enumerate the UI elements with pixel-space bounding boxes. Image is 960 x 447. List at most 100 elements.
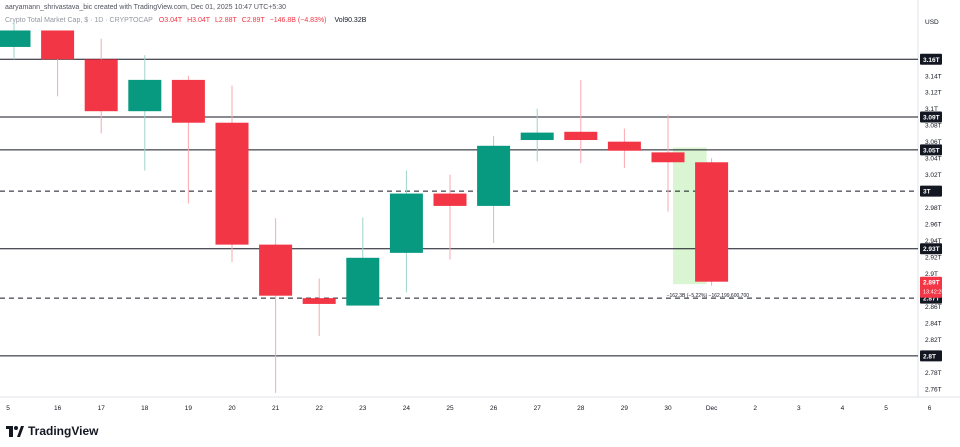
candle-body [171,79,205,123]
level-tag-label: 2.93T [923,246,940,253]
y-tick-label: 3.04T [925,156,942,163]
x-tick-label: 5 [6,405,10,412]
x-tick-label: 16 [54,405,62,412]
level-tag-2.8T [920,350,942,362]
y-tick-label: 2.9T [925,271,938,278]
candle-16 [41,30,75,97]
y-tick-label: 2.98T [925,205,942,212]
y-tick-label: 2.82T [925,337,942,344]
level-tag-3T [920,185,942,197]
level-tag-3.05T [920,144,942,156]
x-tick-label: 23 [359,405,367,412]
candle-24 [389,170,423,293]
legend-close: C2.89T [241,17,265,24]
brand-logo[interactable]: TradingView [6,424,98,438]
candle-28 [564,79,598,164]
candle-body [128,79,162,112]
y-tick-label: 3.12T [925,90,942,97]
y-tick-label: 2.84T [925,320,942,327]
x-tick-label: Dec [706,405,718,412]
candle-19 [171,75,205,204]
x-tick-label: 2 [753,405,757,412]
y-tick-label: 3.08T [925,123,942,130]
candle-15 [0,22,31,60]
tradingview-logo-icon [6,425,24,437]
ohlc-legend: Crypto Total Market Cap, $ · 1D · CRYPTO… [5,17,366,24]
candle-23 [346,217,380,306]
last-price-tag [920,276,942,298]
last-price-label: 2.89T [923,280,940,287]
x-tick-label: 30 [664,405,672,412]
x-tick-label: 3 [797,405,801,412]
legend-low: L2.88T [215,17,237,24]
y-tick-label: 2.78T [925,370,942,377]
candle-20 [215,85,249,262]
candle-18 [128,55,162,171]
legend-change: −146.8B (−4.83%) [269,17,327,24]
level-tag-label: 3.09T [923,114,940,121]
candle-body [564,131,598,141]
x-tick-label: 5 [884,405,888,412]
candle-body [477,145,511,206]
x-tick-label: 20 [228,405,236,412]
candle-body [433,193,467,206]
level-tag-3.09T [920,111,942,123]
x-tick-label: 29 [621,405,629,412]
x-tick-label: 26 [490,405,498,412]
candle-Dec [695,158,729,286]
chart-credit: aaryamann_shrivastava_bic created with T… [5,4,287,11]
candle-30 [651,114,685,212]
level-tag-label: 2.87T [923,296,940,303]
candle-25 [433,174,467,260]
candle-body [389,193,423,253]
legend-open: O3.04T [158,17,183,24]
candle-body [651,152,685,163]
x-tick-label: 22 [316,405,324,412]
currency-label: USD [925,19,939,26]
range-measure-label: −162.3B (−5.22%) −162,199,600,700 [667,293,750,299]
symbol-title[interactable]: Crypto Total Market Cap, $ · 1D · CRYPTO… [5,17,153,24]
brand-name: TradingView [28,424,99,438]
level-tag-label: 3.05T [923,147,940,154]
level-tag-label: 3.16T [923,57,940,64]
y-tick-label: 2.96T [925,222,942,229]
x-tick-label: 4 [841,405,845,412]
x-tick-label: 21 [272,405,280,412]
candle-29 [607,128,641,169]
level-tag-label: 2.8T [923,353,936,360]
level-tag-3.16T [920,53,942,65]
bar-countdown-label: 13:42:25 [923,290,944,296]
x-tick-label: 18 [141,405,149,412]
y-tick-label: 3.14T [925,73,942,80]
x-tick-label: 17 [98,405,106,412]
legend-high: H3.04T [187,17,211,24]
candle-body [346,257,380,306]
candle-27 [520,108,554,162]
y-tick-label: 2.94T [925,238,942,245]
y-tick-label: 3.1T [925,106,938,113]
candle-22 [302,278,336,337]
candle-body [302,298,336,304]
x-tick-label: 28 [577,405,585,412]
candle-body [695,162,729,282]
candle-body [41,30,75,60]
candle-body [259,244,293,296]
candle-26 [477,135,511,243]
candle-body [0,30,31,47]
y-tick-label: 2.76T [925,386,942,393]
candle-body [84,59,118,112]
y-tick-label: 2.92T [925,254,942,261]
y-tick-label: 3.02T [925,172,942,179]
candle-body [520,132,554,141]
x-tick-label: 27 [534,405,542,412]
x-tick-label: 6 [928,405,932,412]
level-tag-2.93T [920,243,942,255]
level-tag-label: 3T [923,189,931,196]
x-tick-label: 19 [185,405,193,412]
candle-21 [259,218,293,393]
y-tick-label: 2.86T [925,304,942,311]
y-tick-label: 3.06T [925,139,942,146]
candle-body [215,122,249,245]
candle-body [607,141,641,151]
